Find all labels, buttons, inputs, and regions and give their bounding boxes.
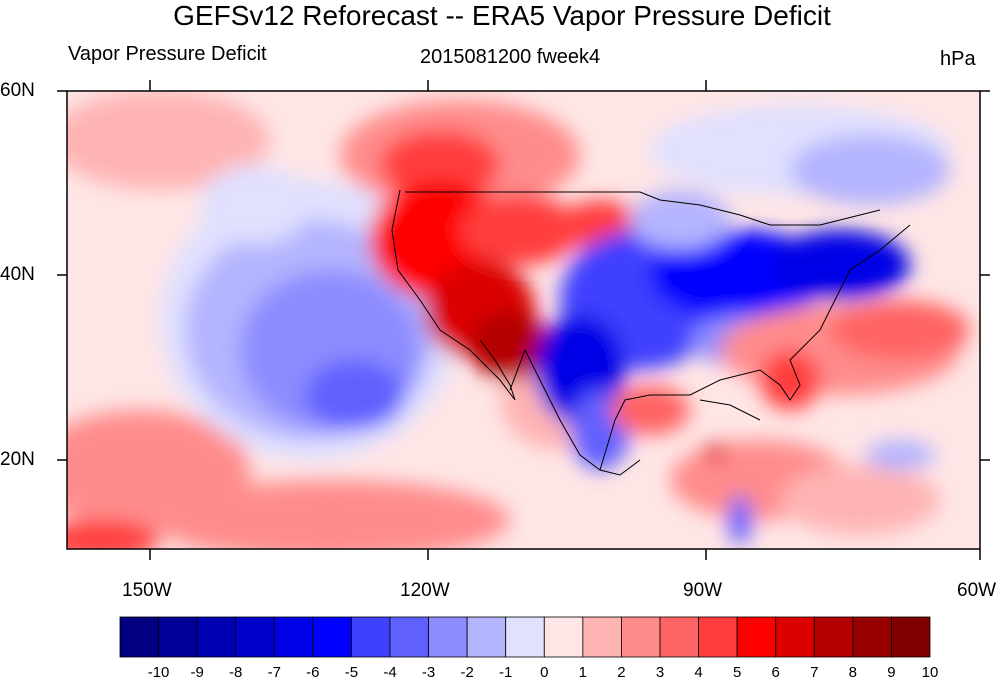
lat-label-20n: 20N: [0, 449, 35, 470]
colorbar-tick-label: -8: [229, 664, 243, 681]
vpd-field: [67, 91, 980, 549]
colorbar-box: [505, 616, 545, 658]
colorbar-box: [659, 616, 699, 658]
colorbar-tick-label: -9: [190, 664, 204, 681]
colorbar-box: [852, 616, 892, 658]
colorbar: [119, 616, 931, 658]
colorbar-tick-label: -10: [147, 664, 170, 681]
colorbar-tick-label: 6: [771, 664, 780, 681]
colorbar-box: [736, 616, 777, 658]
colorbar-box: [389, 616, 429, 658]
colorbar-tick-label: -1: [499, 664, 513, 681]
colorbar-box: [351, 616, 391, 658]
date-label: 2015081200 fweek4: [420, 46, 601, 68]
colorbar-box: [312, 616, 352, 658]
colorbar-tick-label: 10: [921, 664, 939, 681]
colorbar-tick-label: 1: [578, 664, 588, 681]
map-title: GEFSv12 Reforecast -- ERA5 Vapor Pressur…: [173, 0, 831, 31]
colorbar-box: [543, 616, 584, 658]
colorbar-box: [235, 616, 275, 658]
coastline-outline: [391, 189, 911, 476]
colorbar-tick-label: -3: [421, 664, 436, 681]
colorbar-tick-label: 4: [694, 664, 703, 681]
colorbar-tick-label: 3: [655, 664, 665, 681]
colorbar-tick-label: 8: [848, 664, 858, 681]
lon-label-120w: 120W: [400, 580, 450, 601]
lon-label-60w: 60W: [957, 580, 997, 601]
lat-ticks: [57, 90, 990, 461]
unit-label: hPa: [940, 48, 976, 70]
lat-label-60n: 60N: [0, 80, 35, 101]
colorbar-box: [775, 616, 815, 658]
colorbar-tick-label: 7: [810, 664, 819, 681]
lat-label-40n: 40N: [0, 264, 35, 285]
lon-ticks: [149, 80, 981, 560]
colorbar-tick-label: -2: [460, 664, 474, 681]
colorbar-tick-label: 9: [887, 664, 896, 681]
colorbar-box: [698, 616, 738, 658]
variable-label: Vapor Pressure Deficit: [68, 43, 267, 65]
lon-label-150w: 150W: [122, 580, 172, 601]
map-frame: [66, 90, 981, 550]
colorbar-tick-label: 2: [617, 664, 626, 681]
colorbar-tick-label: 0: [540, 664, 549, 681]
colorbar-box: [466, 616, 507, 658]
colorbar-tick-label: -7: [267, 664, 281, 681]
colorbar-box: [621, 616, 661, 658]
colorbar-box: [582, 616, 622, 658]
colorbar-tick-label: -5: [344, 664, 359, 681]
colorbar-box: [158, 616, 198, 658]
colorbar-box: [428, 616, 468, 658]
colorbar-tick-label: -4: [383, 664, 397, 681]
colorbar-box: [273, 616, 314, 658]
colorbar-tick-label: -6: [306, 664, 320, 681]
colorbar-box: [891, 616, 931, 658]
lon-label-90w: 90W: [683, 580, 723, 601]
colorbar-box: [196, 616, 237, 658]
colorbar-tick-label: 5: [732, 664, 742, 681]
colorbar-box: [813, 616, 854, 658]
colorbar-box: [119, 616, 159, 658]
